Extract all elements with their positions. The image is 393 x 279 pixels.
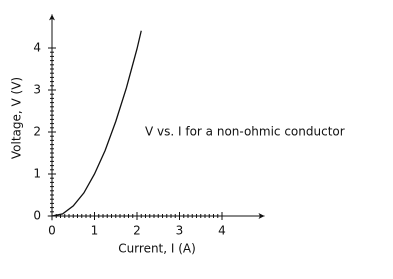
y-axis-label: Voltage, V (V) [10, 77, 24, 159]
x-tick-label: 4 [218, 224, 226, 238]
x-tick-label: 2 [133, 224, 141, 238]
annotation: V vs. I for a non-ohmic conductor [145, 125, 345, 139]
x-axis-label: Current, I (A) [118, 242, 196, 256]
x-tick-label: 0 [48, 224, 56, 238]
y-axis-arrow [49, 14, 55, 21]
x-tick-label: 3 [176, 224, 184, 238]
x-tick-label: 1 [91, 224, 99, 238]
x-axis-arrow [258, 213, 265, 219]
data-line [51, 30, 142, 217]
y-tick-label: 3 [33, 83, 41, 97]
y-tick-label: 2 [33, 125, 41, 139]
y-tick-label: 1 [33, 167, 41, 181]
y-tick-label: 0 [33, 209, 41, 223]
y-tick-label: 4 [33, 41, 41, 55]
